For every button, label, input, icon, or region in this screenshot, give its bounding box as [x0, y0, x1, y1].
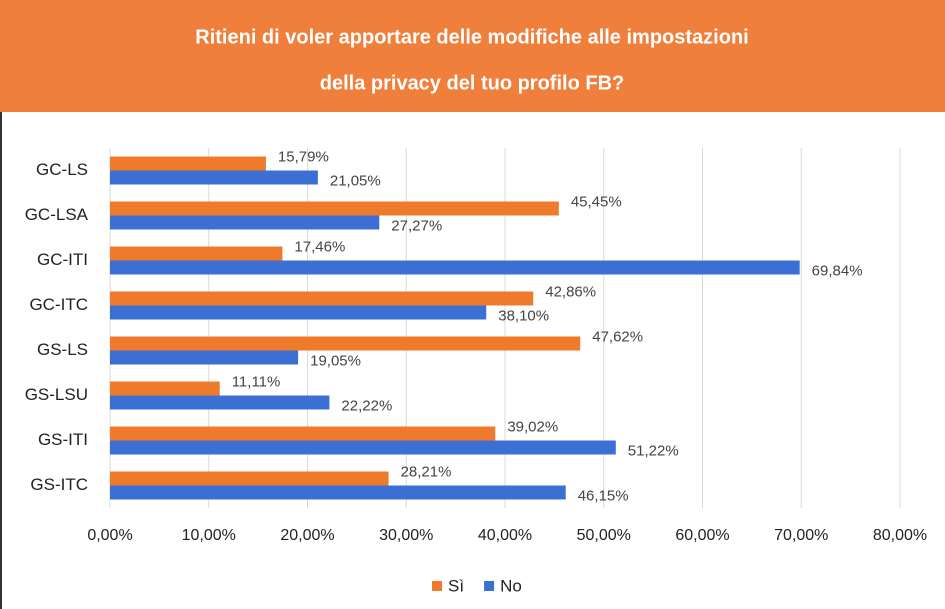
data-label: 28,21%	[401, 463, 452, 480]
bar	[110, 485, 566, 500]
data-label: 15,79%	[278, 148, 329, 165]
data-label: 19,05%	[310, 352, 361, 369]
bar	[110, 291, 534, 306]
data-label: 11,11%	[232, 373, 281, 390]
bar	[110, 336, 581, 351]
data-label: 21,05%	[330, 172, 381, 189]
x-tick-label: 40,00%	[478, 527, 532, 544]
header	[0, 0, 945, 112]
bar	[110, 201, 559, 216]
data-label: 51,22%	[628, 442, 679, 459]
x-tick-label: 0,00%	[87, 527, 132, 544]
bar	[110, 350, 299, 365]
bar	[110, 260, 800, 275]
bar	[110, 381, 220, 396]
x-tick-label: 30,00%	[379, 527, 433, 544]
y-tick-label: GS-LS	[37, 340, 88, 359]
x-tick-label: 70,00%	[774, 527, 828, 544]
x-tick-label: 80,00%	[873, 527, 927, 544]
legend-label: Sì	[448, 576, 464, 595]
legend-swatch	[484, 581, 495, 591]
y-tick-label: GC-ITI	[37, 250, 88, 269]
x-tick-label: 50,00%	[577, 527, 631, 544]
data-label: 47,62%	[592, 328, 643, 345]
y-tick-label: GC-LS	[36, 160, 88, 179]
data-label: 27,27%	[391, 217, 442, 234]
y-tick-label: GC-ITC	[29, 295, 88, 314]
bar	[110, 246, 283, 261]
bar	[110, 426, 496, 441]
y-tick-label: GS-LSU	[25, 385, 88, 404]
data-label: 17,46%	[294, 238, 345, 255]
y-tick-label: GS-ITC	[30, 475, 88, 494]
data-label: 42,86%	[545, 283, 596, 300]
y-tick-label: GS-ITI	[38, 430, 88, 449]
data-label: 39,02%	[507, 418, 558, 435]
data-label: 69,84%	[812, 262, 863, 279]
bar	[110, 170, 318, 185]
data-label: 45,45%	[571, 193, 622, 210]
bar	[110, 156, 266, 171]
data-label: 22,22%	[341, 397, 392, 414]
bar	[110, 305, 487, 320]
x-tick-label: 10,00%	[182, 527, 236, 544]
chart-title: della privacy del tuo profilo FB?	[320, 72, 624, 94]
data-label: 46,15%	[578, 487, 629, 504]
bar	[110, 471, 389, 486]
x-tick-label: 60,00%	[675, 527, 729, 544]
y-tick-label: GC-LSA	[25, 205, 89, 224]
chart-title: Ritieni di voler apportare delle modific…	[195, 26, 748, 48]
legend-swatch	[432, 581, 442, 591]
bar	[110, 215, 380, 230]
legend-label: No	[500, 576, 522, 595]
x-tick-label: 20,00%	[280, 527, 334, 544]
bar	[110, 440, 616, 455]
data-label: 38,10%	[498, 307, 549, 324]
bar	[110, 395, 330, 410]
